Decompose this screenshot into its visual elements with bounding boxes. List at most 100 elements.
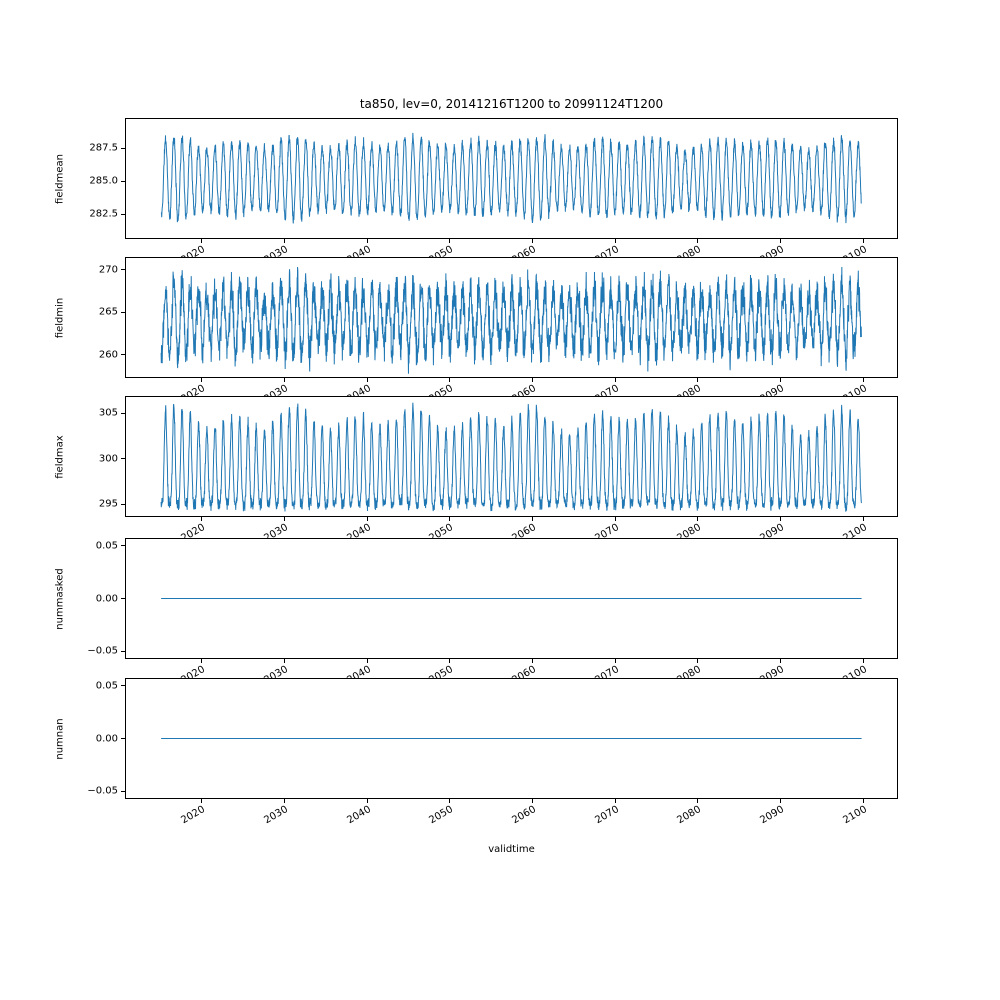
x-axis-label: validtime xyxy=(488,844,535,855)
y-tick-mark xyxy=(121,180,125,182)
x-tick-mark xyxy=(697,517,699,521)
x-tick-mark xyxy=(697,378,699,382)
x-tick-mark xyxy=(614,239,616,243)
y-tick-label: 0.05 xyxy=(95,540,118,552)
x-tick-mark xyxy=(862,378,864,382)
x-tick-mark xyxy=(366,799,368,803)
subplot-fieldmin xyxy=(125,257,898,378)
x-tick-mark xyxy=(614,659,616,663)
chart-title: ta850, lev=0, 20141216T1200 to 20991124T… xyxy=(359,97,664,111)
y-tick-mark xyxy=(121,213,125,215)
x-tick-mark xyxy=(366,659,368,663)
ylabel-fieldmin: fieldmin xyxy=(54,297,66,338)
subplot-numnan xyxy=(125,678,898,799)
x-tick-mark xyxy=(201,239,203,243)
y-tick-mark xyxy=(121,269,125,271)
y-tick-label: 282.5 xyxy=(89,208,118,220)
y-tick-mark xyxy=(121,147,125,149)
y-tick-mark xyxy=(121,545,125,547)
x-tick-mark xyxy=(532,239,534,243)
fieldmin-line xyxy=(160,266,862,374)
x-tick-mark xyxy=(614,378,616,382)
x-tick-label: 2070 xyxy=(593,804,621,827)
y-tick-mark xyxy=(121,790,125,792)
x-tick-mark xyxy=(284,799,286,803)
x-tick-label: 2050 xyxy=(427,804,456,827)
ylabel-fieldmax: fieldmax xyxy=(54,434,66,479)
x-tick-mark xyxy=(697,239,699,243)
x-tick-mark xyxy=(284,659,286,663)
y-tick-label: 305 xyxy=(98,407,118,419)
x-tick-label: 2100 xyxy=(841,804,869,827)
x-tick-label: 2040 xyxy=(345,804,373,827)
x-tick-mark xyxy=(780,517,782,521)
y-tick-mark xyxy=(121,458,125,460)
fieldmin-series xyxy=(160,266,862,374)
y-tick-mark xyxy=(121,503,125,505)
x-tick-label: 2090 xyxy=(758,804,787,827)
y-tick-mark xyxy=(121,311,125,313)
y-tick-label: 0.00 xyxy=(95,593,118,604)
y-tick-mark xyxy=(121,598,125,599)
ylabel-nummasked: nummasked xyxy=(54,567,66,630)
x-tick-mark xyxy=(862,239,864,243)
y-tick-mark xyxy=(121,650,125,652)
x-tick-mark xyxy=(532,799,534,803)
y-tick-label: 285.0 xyxy=(89,175,118,187)
x-tick-mark xyxy=(284,378,286,382)
x-tick-mark xyxy=(201,799,203,803)
x-tick-mark xyxy=(532,659,534,663)
x-tick-mark xyxy=(697,659,699,663)
ylabel-fieldmean: fieldmean xyxy=(54,153,66,204)
x-tick-mark xyxy=(449,239,451,243)
y-tick-label: 287.5 xyxy=(89,142,118,154)
x-tick-mark xyxy=(532,378,534,382)
subplot-fieldmean xyxy=(125,118,898,239)
y-tick-label: 260 xyxy=(98,349,118,361)
x-tick-mark xyxy=(532,517,534,521)
y-tick-label: −0.05 xyxy=(87,645,118,657)
y-tick-label: 0.00 xyxy=(95,733,118,744)
x-tick-mark xyxy=(201,378,203,382)
x-tick-mark xyxy=(862,799,864,803)
fieldmax-series xyxy=(160,402,862,512)
x-tick-mark xyxy=(780,378,782,382)
y-tick-mark xyxy=(121,354,125,356)
y-tick-label: 300 xyxy=(98,453,118,465)
y-tick-label: 270 xyxy=(98,264,118,276)
x-tick-mark xyxy=(366,378,368,382)
x-tick-label: 2020 xyxy=(179,804,208,827)
x-tick-mark xyxy=(201,659,203,663)
nummasked-line xyxy=(161,598,862,599)
ylabel-numnan: numnan xyxy=(54,717,66,760)
x-tick-mark xyxy=(780,799,782,803)
x-tick-mark xyxy=(862,659,864,663)
x-tick-mark xyxy=(449,659,451,663)
y-tick-label: 295 xyxy=(98,498,118,510)
fieldmax-line xyxy=(160,402,862,512)
y-tick-label: 0.05 xyxy=(95,680,118,692)
x-tick-mark xyxy=(780,659,782,663)
x-tick-mark xyxy=(449,517,451,521)
x-tick-mark xyxy=(284,517,286,521)
x-tick-mark xyxy=(697,799,699,803)
x-tick-mark xyxy=(201,517,203,521)
x-tick-label: 2080 xyxy=(675,804,704,827)
x-tick-mark xyxy=(614,799,616,803)
x-tick-label: 2060 xyxy=(510,804,539,827)
y-tick-mark xyxy=(121,685,125,687)
subplot-nummasked xyxy=(125,538,898,659)
fieldmean-series xyxy=(160,132,862,224)
numnan-line xyxy=(161,738,862,739)
x-tick-mark xyxy=(366,239,368,243)
fieldmean-line xyxy=(160,132,862,224)
x-tick-mark xyxy=(284,239,286,243)
y-tick-label: 265 xyxy=(98,306,118,318)
x-tick-mark xyxy=(614,517,616,521)
y-tick-mark xyxy=(121,412,125,414)
x-tick-mark xyxy=(449,799,451,803)
x-tick-label: 2030 xyxy=(262,804,291,827)
subplot-fieldmax xyxy=(125,396,898,517)
x-tick-mark xyxy=(366,517,368,521)
